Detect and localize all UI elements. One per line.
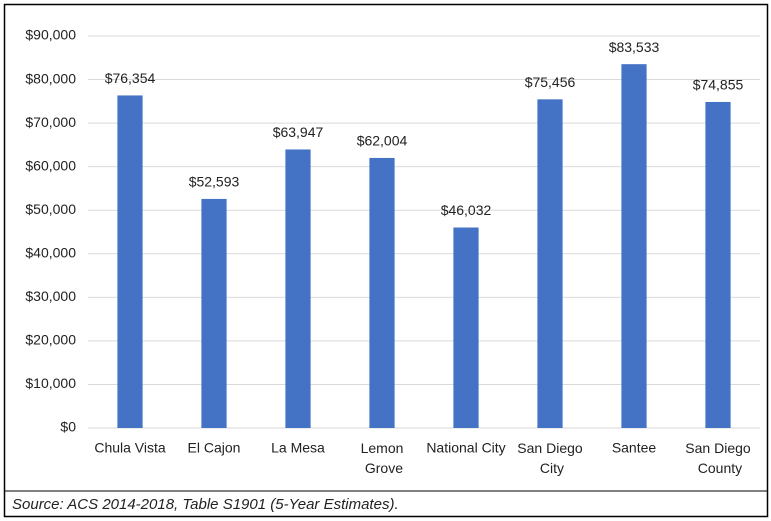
data-label: $52,593 [189, 174, 240, 190]
x-tick-label: San Diego City [517, 440, 583, 476]
data-label: $74,855 [693, 77, 744, 93]
y-tick-label: $40,000 [25, 244, 76, 260]
data-label: $75,456 [525, 74, 576, 90]
x-tick-label: El Cajon [188, 440, 241, 456]
x-tick-label: Santee [612, 440, 657, 456]
bar [117, 95, 143, 428]
y-tick-label: $20,000 [25, 332, 76, 348]
y-tick-label: $90,000 [25, 27, 76, 43]
y-tick-label: $70,000 [25, 114, 76, 130]
bar [369, 157, 395, 428]
x-tick-label: Lemon Grove [361, 440, 404, 476]
y-tick-label: $80,000 [25, 70, 76, 86]
data-label: $46,032 [441, 202, 492, 218]
bar [621, 64, 647, 428]
x-tick-label: San Diego County [685, 440, 751, 476]
y-tick-label: $10,000 [25, 375, 76, 391]
y-tick-label: $50,000 [25, 201, 76, 217]
data-label: $76,354 [105, 70, 156, 86]
bar [201, 198, 227, 428]
y-tick-label: $0 [60, 419, 76, 435]
y-tick-label: $60,000 [25, 157, 76, 173]
bar [705, 101, 731, 428]
data-label: $83,533 [609, 39, 660, 55]
bar [453, 227, 479, 428]
x-tick-label: La Mesa [271, 440, 325, 456]
x-tick-label: National City [426, 440, 505, 456]
y-tick-label: $30,000 [25, 288, 76, 304]
data-label: $63,947 [273, 124, 324, 140]
data-label: $62,004 [357, 133, 408, 149]
x-tick-label: Chula Vista [94, 440, 166, 456]
caption: Source: ACS 2014-2018, Table S1901 (5-Ye… [12, 496, 399, 513]
bar [285, 149, 311, 429]
bar [537, 99, 563, 428]
